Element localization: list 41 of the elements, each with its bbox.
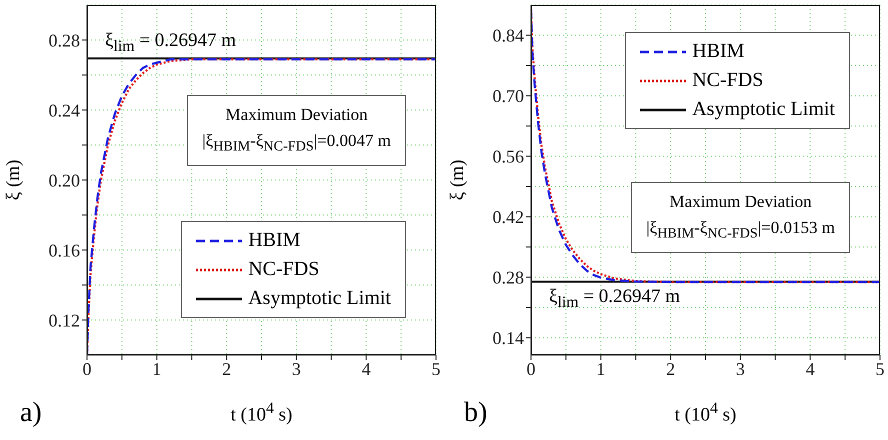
y-tick-label: 0.84: [492, 26, 524, 46]
x-tick-label: 0: [526, 358, 536, 379]
x-axis-title: t (10$^{4}$ s): [230, 400, 292, 426]
y-axis-title: ξ (m): [447, 160, 469, 200]
x-tick-label: 2: [222, 358, 232, 379]
x-tick-label: 0: [82, 358, 92, 379]
y-tick-label: 0.12: [48, 310, 80, 330]
y-axis-title: ξ (m): [3, 160, 25, 200]
legend-label: Asymptotic Limit: [248, 286, 391, 311]
y-tick-label: 0.42: [492, 207, 524, 228]
x-tick-label: 2: [666, 358, 676, 379]
annotation: ξ$_{lim}$ = 0.26947 m: [549, 286, 680, 312]
x-tick-label: 5: [432, 358, 440, 379]
y-tick-label: 0.14: [492, 328, 524, 348]
text: b): [464, 397, 488, 429]
y-tick-label: 0.56: [492, 146, 524, 167]
legend-label: HBIM: [248, 228, 300, 253]
y-tick-label: 0.24: [48, 100, 80, 120]
legend-label: NC-FDS: [248, 257, 320, 282]
x-tick-label: 3: [292, 358, 301, 379]
annotation: Maximum Deviation: [670, 192, 812, 211]
y-tick-label: 0.70: [492, 86, 524, 106]
y-tick-label: 0.28: [492, 268, 524, 288]
y-tick-label: 0.16: [48, 240, 80, 260]
y-tick-label: 0.20: [48, 170, 80, 190]
annotation: |ξ$_{HBIM}$-ξ$_{NC-FDS}$|=0.0047 m: [202, 131, 391, 154]
x-tick-label: 4: [362, 358, 371, 379]
annotation: Maximum Deviation: [226, 105, 368, 124]
x-tick-label: 3: [736, 358, 745, 379]
annotation: ξ$_{lim}$ = 0.26947 m: [105, 30, 236, 56]
x-axis-title: t (10$^{4}$ s): [674, 400, 736, 426]
x-tick-label: 4: [806, 358, 815, 379]
text: a): [20, 397, 42, 429]
x-tick-label: 1: [152, 358, 162, 379]
annotation: |ξ$_{HBIM}$-ξ$_{NC-FDS}$|=0.0153 m: [646, 218, 835, 242]
legend-label: Asymptotic Limit: [692, 97, 835, 122]
legend-label: NC-FDS: [692, 68, 764, 93]
x-tick-label: 5: [876, 358, 884, 379]
legend-label: HBIM: [692, 39, 744, 64]
y-tick-label: 0.28: [48, 30, 80, 50]
x-tick-label: 1: [596, 358, 606, 379]
